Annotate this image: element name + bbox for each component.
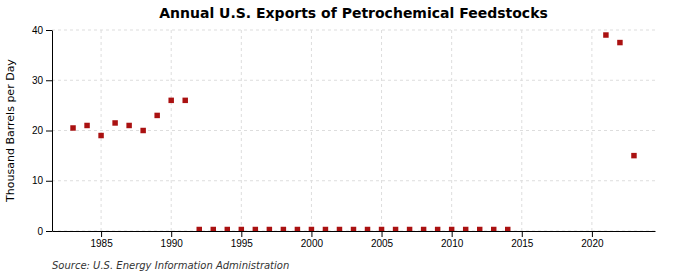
point (70, 125, 75, 130)
point (225, 227, 230, 231)
point (295, 227, 300, 231)
tick-label: 2000 (301, 238, 324, 249)
x-axis: 1985 1990 1995 2000 2005 2010 2015 2020 (53, 231, 656, 249)
grid-line (591, 30, 592, 231)
tick: 2005 (371, 231, 394, 249)
tick-label: 10 (32, 175, 44, 186)
point (281, 227, 286, 231)
tick: 1995 (231, 231, 254, 249)
points (70, 32, 636, 231)
axis-line (52, 31, 53, 232)
grid-line (381, 30, 382, 231)
grid-line (52, 80, 655, 81)
point (239, 227, 244, 231)
tick: 2000 (301, 231, 324, 249)
tick-label: 1995 (231, 238, 254, 249)
tick-label: 2010 (441, 238, 464, 249)
tick: 2020 (581, 231, 604, 249)
point (182, 98, 187, 103)
plot-area: 1985 1990 1995 2000 2005 2010 2015 2020 0 10 20 30 4… (32, 25, 656, 249)
point (407, 227, 412, 231)
point (421, 227, 426, 231)
point (126, 123, 131, 128)
tick: 30 (32, 75, 52, 86)
point (253, 227, 258, 231)
chart: 1985 1990 1995 2000 2005 2010 2015 2020 0 10 20 30 4… (0, 0, 675, 275)
tick: 0 (37, 226, 52, 237)
tick-mark (382, 231, 383, 237)
point (505, 227, 510, 231)
tick-label: 2005 (371, 238, 394, 249)
tick-mark (522, 231, 523, 237)
point (463, 227, 468, 231)
point (309, 227, 314, 231)
grid-line (521, 30, 522, 231)
point (98, 133, 103, 138)
point (351, 227, 356, 231)
grid-line (451, 30, 452, 231)
point (84, 123, 89, 128)
tick-label: 1985 (90, 238, 113, 249)
point (154, 113, 159, 118)
point (323, 227, 328, 231)
tick: 2010 (441, 231, 464, 249)
grid-line (311, 30, 312, 231)
point (168, 98, 173, 103)
point (365, 227, 370, 231)
point (267, 227, 272, 231)
grid-line (101, 30, 102, 231)
tick-mark (171, 231, 172, 237)
tick-label: 0 (37, 226, 43, 237)
point (631, 153, 636, 158)
grid-line (171, 30, 172, 231)
annotation: Source: U.S. Energy Information Administ… (52, 260, 289, 271)
grid (52, 30, 655, 231)
tick-mark (46, 181, 52, 182)
point (140, 128, 145, 133)
tick-mark (311, 231, 312, 237)
tick-label: 2020 (581, 238, 604, 249)
grid-line (52, 180, 655, 181)
y-axis: 0 10 20 30 40 (32, 25, 53, 237)
point (603, 32, 608, 37)
tick-mark (46, 30, 52, 31)
tick-mark (46, 131, 52, 132)
tick: 1985 (90, 231, 113, 249)
point (393, 227, 398, 231)
tick: 10 (32, 175, 52, 186)
tick-mark (592, 231, 593, 237)
point (337, 227, 342, 231)
tick-mark (241, 231, 242, 237)
grid-line (241, 30, 242, 231)
tick: 1990 (161, 231, 184, 249)
point (112, 120, 117, 125)
point (379, 227, 384, 231)
point (211, 227, 216, 231)
tick: 40 (32, 25, 52, 36)
tick-mark (46, 80, 52, 81)
grid-line (52, 30, 655, 31)
point (197, 227, 202, 231)
title: Annual U.S. Exports of Petrochemical Fee… (159, 5, 548, 21)
y-axis-label: Thousand Barrels per Day (4, 59, 17, 203)
tick-mark (452, 231, 453, 237)
point (617, 40, 622, 45)
point (477, 227, 482, 231)
tick-label: 1990 (161, 238, 184, 249)
tick-mark (46, 231, 52, 232)
tick: 2015 (511, 231, 534, 249)
tick-label: 2015 (511, 238, 534, 249)
point (449, 227, 454, 231)
tick-label: 20 (32, 125, 44, 136)
tick-label: 30 (32, 75, 44, 86)
point (435, 227, 440, 231)
tick-mark (101, 231, 102, 237)
point (491, 227, 496, 231)
axis-line (53, 231, 656, 232)
tick-label: 40 (32, 25, 44, 36)
tick: 20 (32, 125, 52, 136)
